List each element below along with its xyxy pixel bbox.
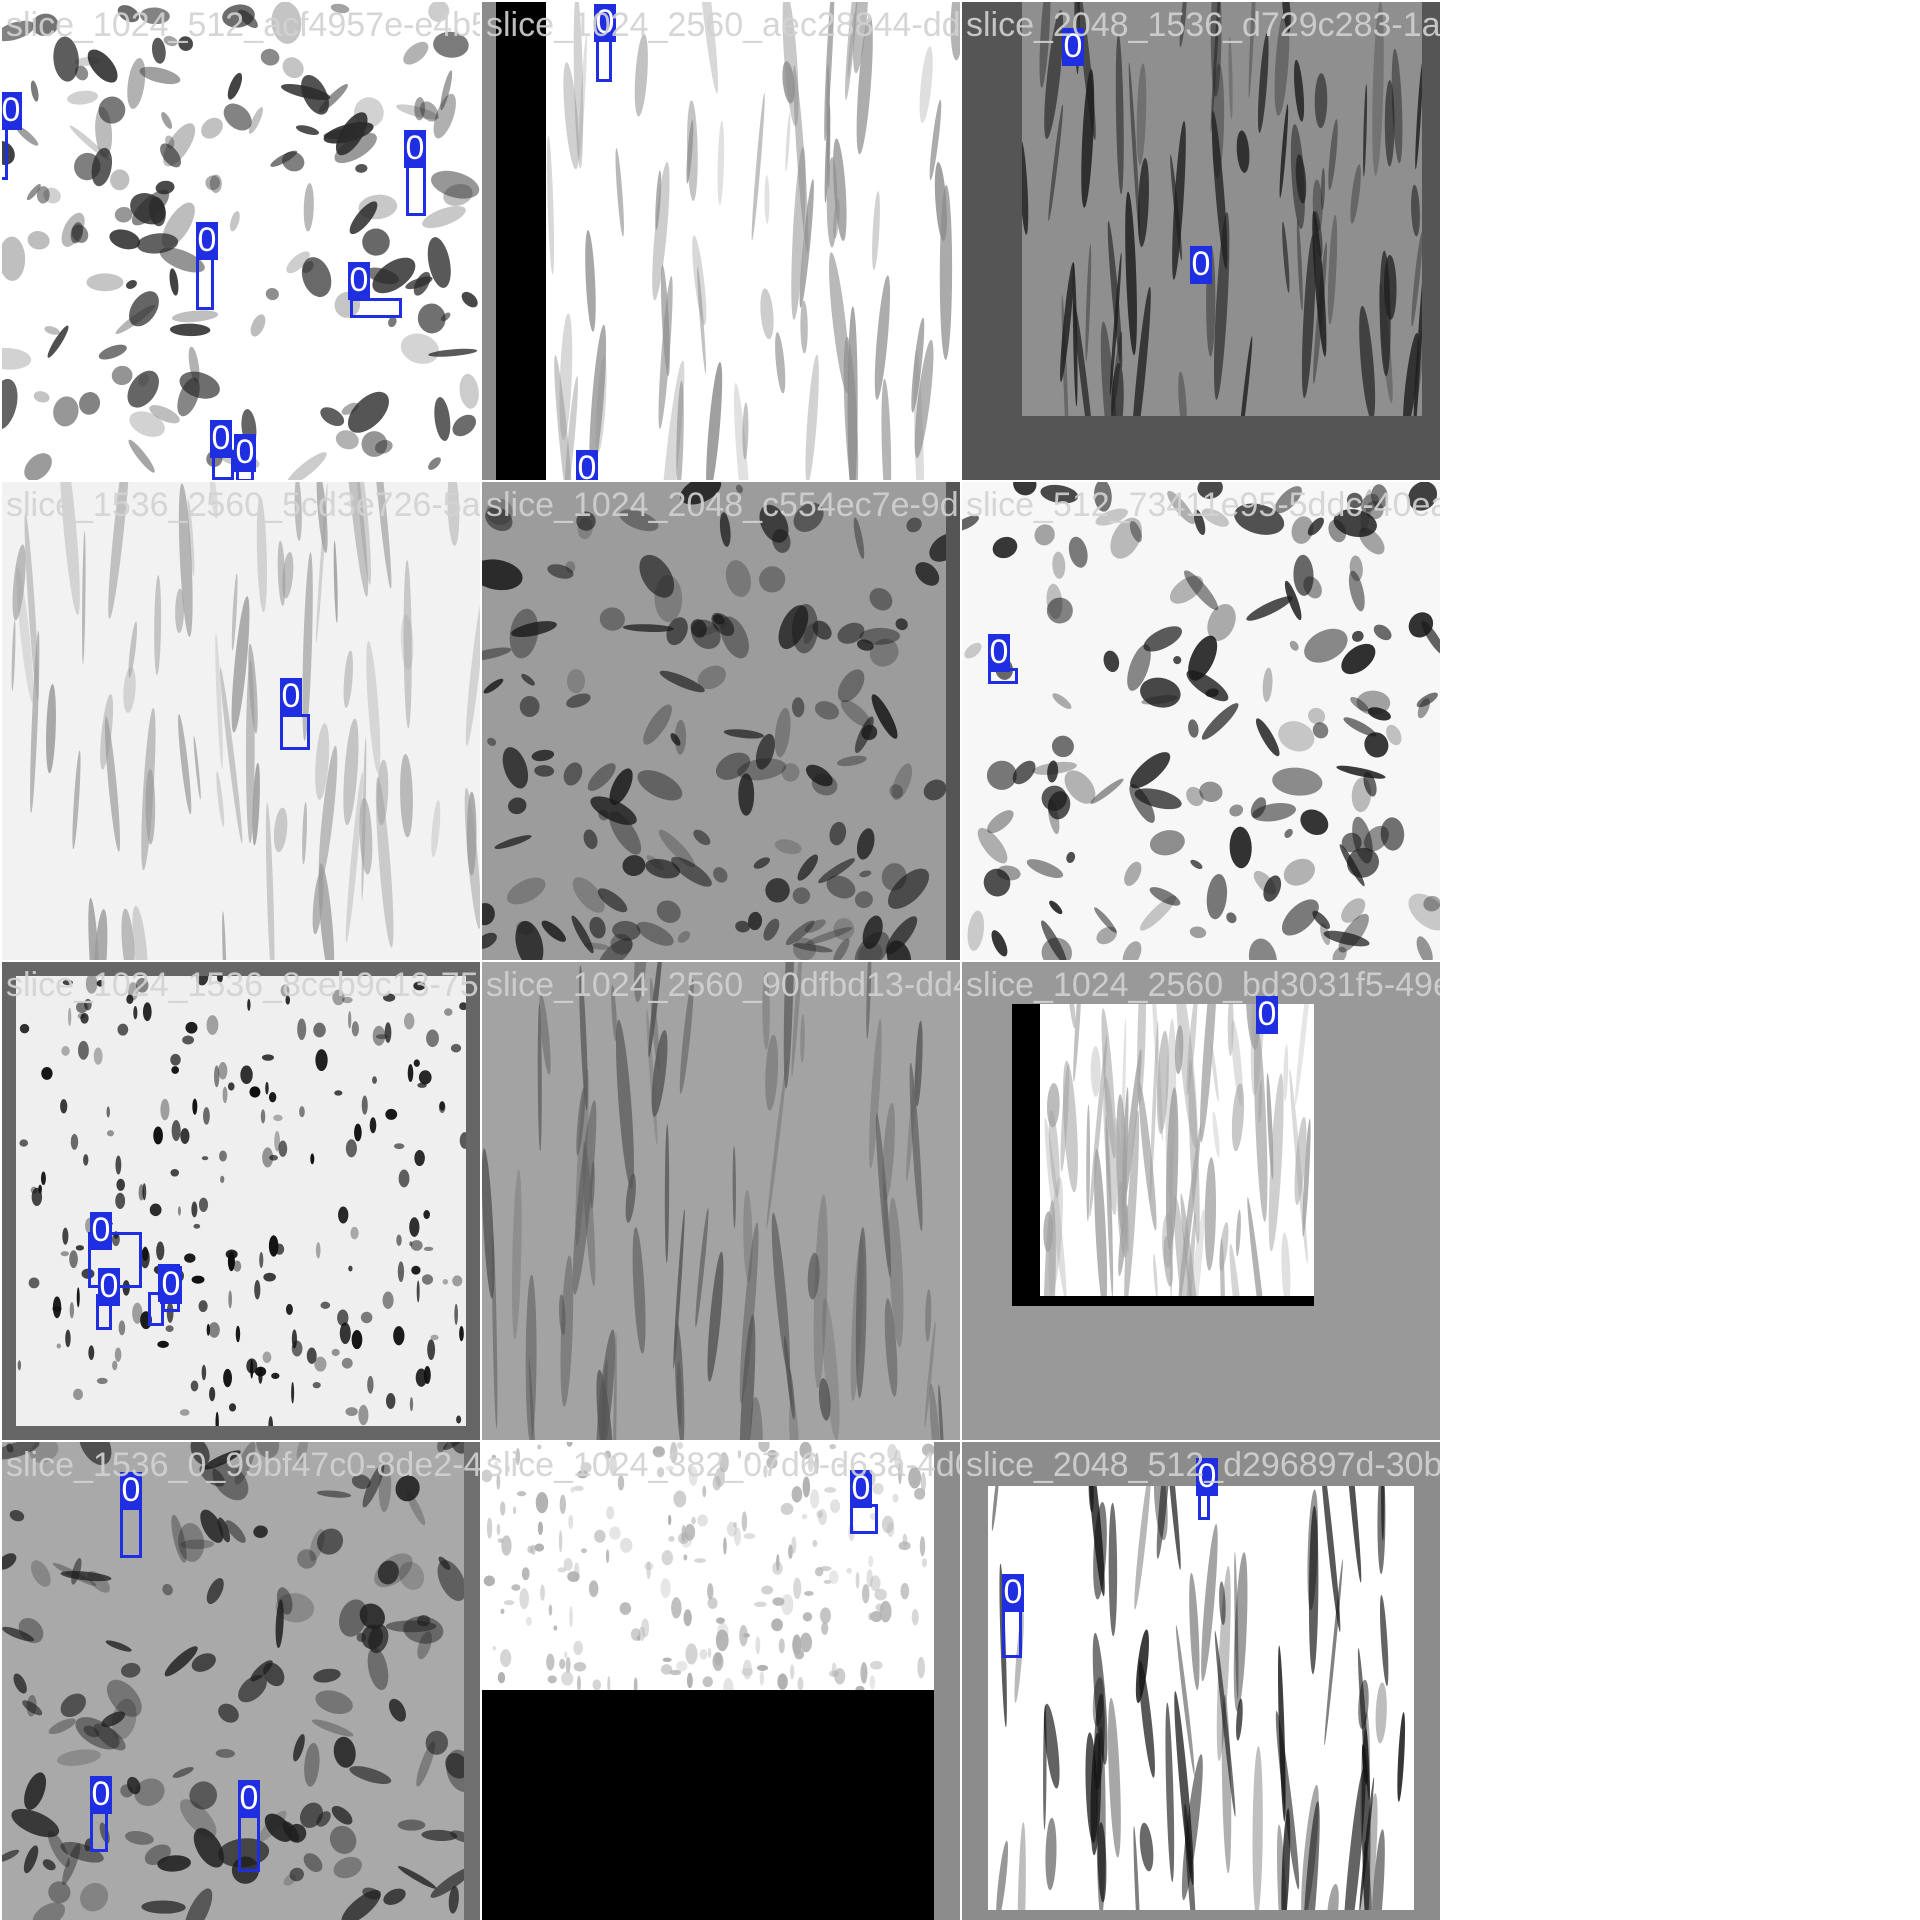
detection-label: 0 bbox=[90, 1775, 112, 1814]
padding-region bbox=[482, 1690, 934, 1920]
detection-box bbox=[280, 714, 310, 750]
detection-box bbox=[850, 1504, 878, 1534]
texture-image bbox=[1040, 1004, 1314, 1296]
detection-label: 0 bbox=[280, 677, 302, 716]
image-tile: slice_1024_2560_90dfbd13-dd44-4130-82 bbox=[482, 962, 960, 1440]
detection-label: 0 bbox=[98, 1267, 120, 1306]
image-tile: 0 slice_1024_382_07d6-d63a-4d0b-5f bbox=[482, 1442, 960, 1920]
image-tile: 0 slice_1024_2560_bd3031f5-49e2-4387-832… bbox=[962, 962, 1440, 1440]
texture-image bbox=[16, 976, 466, 1426]
image-tile: 0 0 slice_2048_1536_d729c283-1a92-44b0-9… bbox=[962, 2, 1440, 480]
detection-box bbox=[120, 1504, 142, 1558]
detection-label: 0 bbox=[1256, 995, 1278, 1034]
detection-label: 0 bbox=[234, 433, 256, 472]
detection-label: 0 bbox=[210, 419, 232, 458]
texture-image bbox=[2, 2, 480, 480]
image-tile: 0 slice_512_73411e95-5ddc-40ea-b2ca-3 bbox=[962, 482, 1440, 960]
detection-box bbox=[238, 1812, 260, 1872]
image-tile: 0 slice_1536_2560_5cd3e726-5a38-4d04-8c bbox=[2, 482, 480, 960]
detection-box bbox=[1002, 1608, 1022, 1658]
image-tile: 0 0 0 0 0 0 slice_1024_512_acf4957e-e4b5… bbox=[2, 2, 480, 480]
image-tile: 0 0 slice_2048_512_d296897d-30ba-49df-a9… bbox=[962, 1442, 1440, 1920]
detection-box bbox=[406, 160, 426, 216]
texture-image bbox=[482, 962, 960, 1440]
detection-label: 0 bbox=[348, 261, 370, 300]
detection-label: 0 bbox=[238, 1779, 260, 1818]
tile-title: slice_1024_2560_bd3031f5-49e2-4387-832b- bbox=[966, 966, 1440, 1004]
texture-image bbox=[1022, 2, 1422, 416]
image-tile: 0 0 0 slice_1536_0_99bf47c0-8de2-4589-be… bbox=[2, 1442, 480, 1920]
detection-box bbox=[90, 1810, 108, 1852]
padding-region bbox=[464, 1442, 480, 1920]
texture-image bbox=[482, 482, 946, 960]
texture-image bbox=[2, 482, 480, 960]
detection-label: 0 bbox=[988, 633, 1010, 672]
detection-label: 0 bbox=[1002, 1573, 1024, 1612]
image-tile: 0 0 slice_1024_2560_aec28844-dd26-4e8a bbox=[482, 2, 960, 480]
padding-region bbox=[1012, 1296, 1314, 1306]
detection-label: 0 bbox=[594, 3, 616, 42]
padding-region bbox=[482, 2, 496, 480]
texture-image bbox=[2, 1442, 464, 1920]
detection-label: 0 bbox=[196, 221, 218, 260]
detection-label: 0 bbox=[2, 91, 22, 130]
texture-image bbox=[496, 2, 960, 480]
image-tile: slice_1024_2048_c554ec7e-9d7f-4f08-b672 bbox=[482, 482, 960, 960]
detection-label: 0 bbox=[850, 1469, 872, 1508]
image-tile: 0 0 0 0 slice_1024_1536_8ceb9c13-75cf-4e… bbox=[2, 962, 480, 1440]
detection-label: 0 bbox=[576, 450, 598, 480]
detection-label: 0 bbox=[1062, 27, 1084, 66]
detection-label: 0 bbox=[1190, 245, 1212, 284]
detection-label: 0 bbox=[1196, 1457, 1218, 1496]
detection-label: 0 bbox=[404, 129, 426, 168]
padding-region bbox=[946, 482, 960, 960]
texture-image bbox=[962, 482, 1440, 960]
detection-label: 0 bbox=[120, 1471, 142, 1510]
detection-box bbox=[350, 298, 402, 318]
padding-region bbox=[934, 1442, 960, 1920]
texture-image bbox=[988, 1486, 1414, 1910]
detection-label: 0 bbox=[160, 1265, 182, 1304]
padding-region bbox=[1012, 1004, 1040, 1306]
detection-label: 0 bbox=[90, 1211, 112, 1250]
padding-region bbox=[496, 2, 546, 480]
detection-box bbox=[196, 254, 214, 310]
